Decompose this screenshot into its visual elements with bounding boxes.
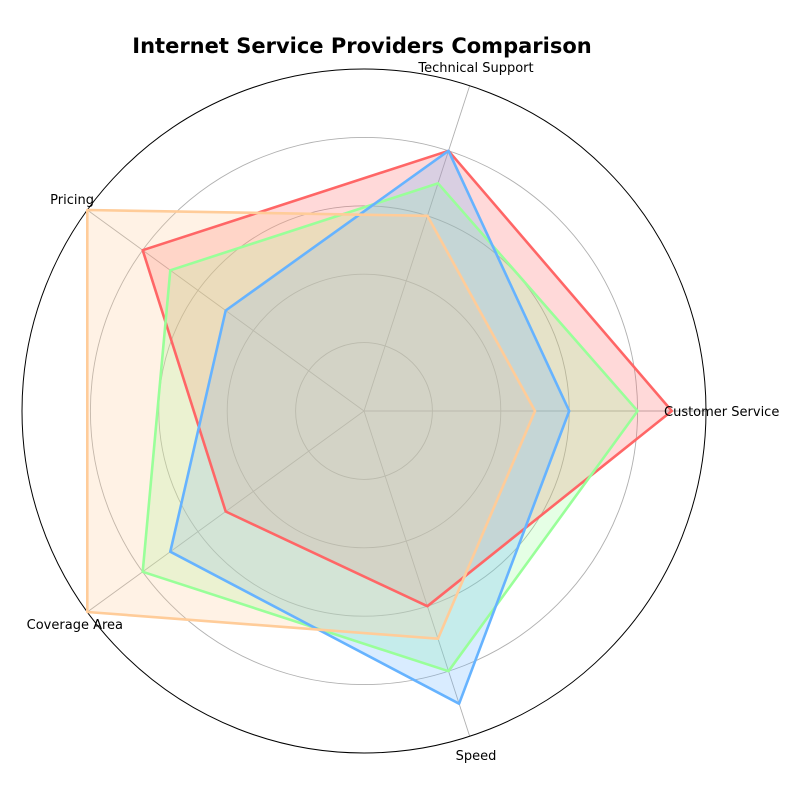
series-2-line: [169, 149, 571, 706]
series-3-line: [86, 208, 537, 641]
axis-label-technical-support: Technical Support: [417, 61, 533, 76]
series-1-area: [142, 183, 638, 672]
spoke-1: [363, 85, 471, 412]
series-1-line: [141, 182, 639, 673]
axis-label-customer-service: Customer Service: [664, 405, 779, 420]
axis-label-pricing: Pricing: [50, 193, 94, 208]
outer-frame: [21, 68, 707, 754]
axis-labels: Customer Service Technical Support Prici…: [27, 61, 780, 764]
chart-title: Internet Service Providers Comparison: [132, 34, 591, 58]
series-3-area: [87, 210, 536, 639]
radar-series: [86, 149, 674, 706]
axis-label-coverage-area: Coverage Area: [27, 618, 123, 633]
axis-label-speed: Speed: [456, 749, 497, 764]
series-0-line: [141, 149, 674, 608]
spoke-4: [363, 410, 471, 737]
